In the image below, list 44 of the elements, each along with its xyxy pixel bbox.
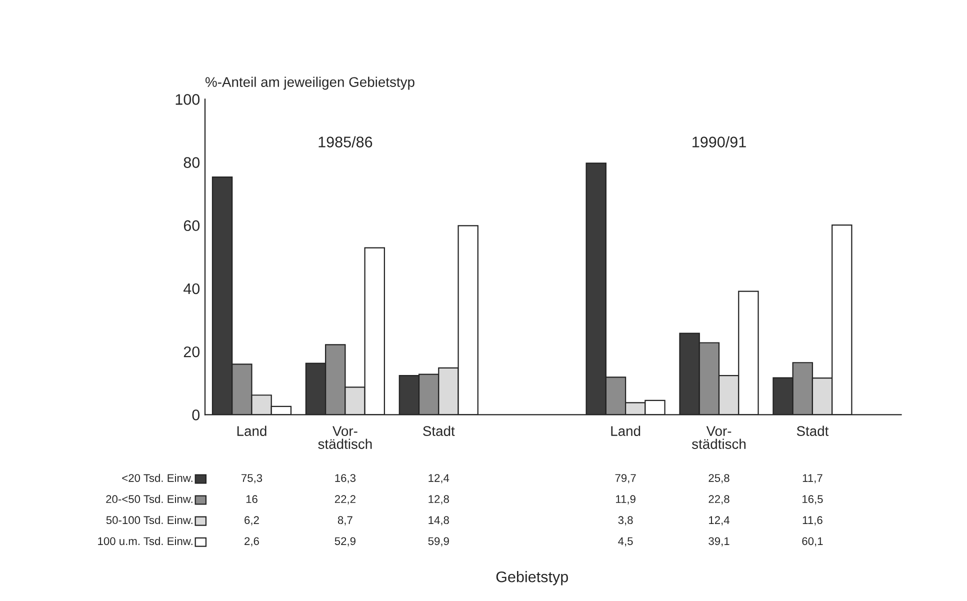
x-tick-label: Vor- städtisch <box>692 426 746 449</box>
data-label: 16,3 <box>335 474 356 484</box>
text: Gebietstyp <box>496 571 568 586</box>
y-axis-title: %-Anteil am jeweiligen Gebietstyp <box>206 76 414 90</box>
data-label: 11,6 <box>802 516 822 526</box>
data-label: 11,7 <box>802 474 822 484</box>
y-tick-label: 40 <box>184 283 200 294</box>
legend-label: 20-<50 Tsd. Einw. <box>106 494 192 504</box>
data-label: 25,8 <box>708 474 730 484</box>
legend-label: 100 u.m. Tsd. Einw. <box>98 536 192 546</box>
y-tick-label: 100 <box>176 94 200 105</box>
y-tick-label: 60 <box>184 220 200 232</box>
x-tick-label: Stadt <box>423 426 455 436</box>
data-label: 52,9 <box>334 537 356 546</box>
y-tick-label: 0 <box>192 410 200 420</box>
data-label: 16,5 <box>802 495 823 504</box>
x-tick-label: Vor- städtisch <box>318 426 372 449</box>
data-label: 8,7 <box>338 516 352 526</box>
x-tick-label: Stadt <box>796 426 829 436</box>
y-tick-label: 20 <box>184 346 200 358</box>
x-tick-label: Land <box>237 426 266 436</box>
data-label: 2,6 <box>244 537 259 546</box>
legend-label: 50-100 Tsd. Einw. <box>106 516 192 524</box>
data-label: 59,9 <box>428 537 449 546</box>
data-label: 79,7 <box>615 474 636 484</box>
data-label: 3,8 <box>618 516 633 526</box>
data-label: 14,8 <box>428 516 449 526</box>
legend-label: <20 Tsd. Einw. <box>122 474 192 482</box>
data-label: 12,4 <box>428 474 450 484</box>
data-label: 11,9 <box>616 495 636 504</box>
annotation: 1990/91 <box>692 136 746 148</box>
data-label: 22,2 <box>334 495 356 504</box>
x-tick-label: Land <box>611 426 640 436</box>
annotation: 1985/86 <box>318 136 372 148</box>
data-label: 6,2 <box>244 516 259 526</box>
data-label: 60,1 <box>802 537 823 546</box>
data-label: 4,5 <box>618 537 633 546</box>
data-label: 75,3 <box>241 474 262 484</box>
data-label: 22,8 <box>708 495 730 504</box>
data-label: 16 <box>246 495 258 504</box>
data-label: 12,8 <box>428 495 449 504</box>
y-tick-label: 80 <box>184 157 200 168</box>
data-label: 12,4 <box>709 516 730 526</box>
data-label: 39,1 <box>708 537 730 546</box>
